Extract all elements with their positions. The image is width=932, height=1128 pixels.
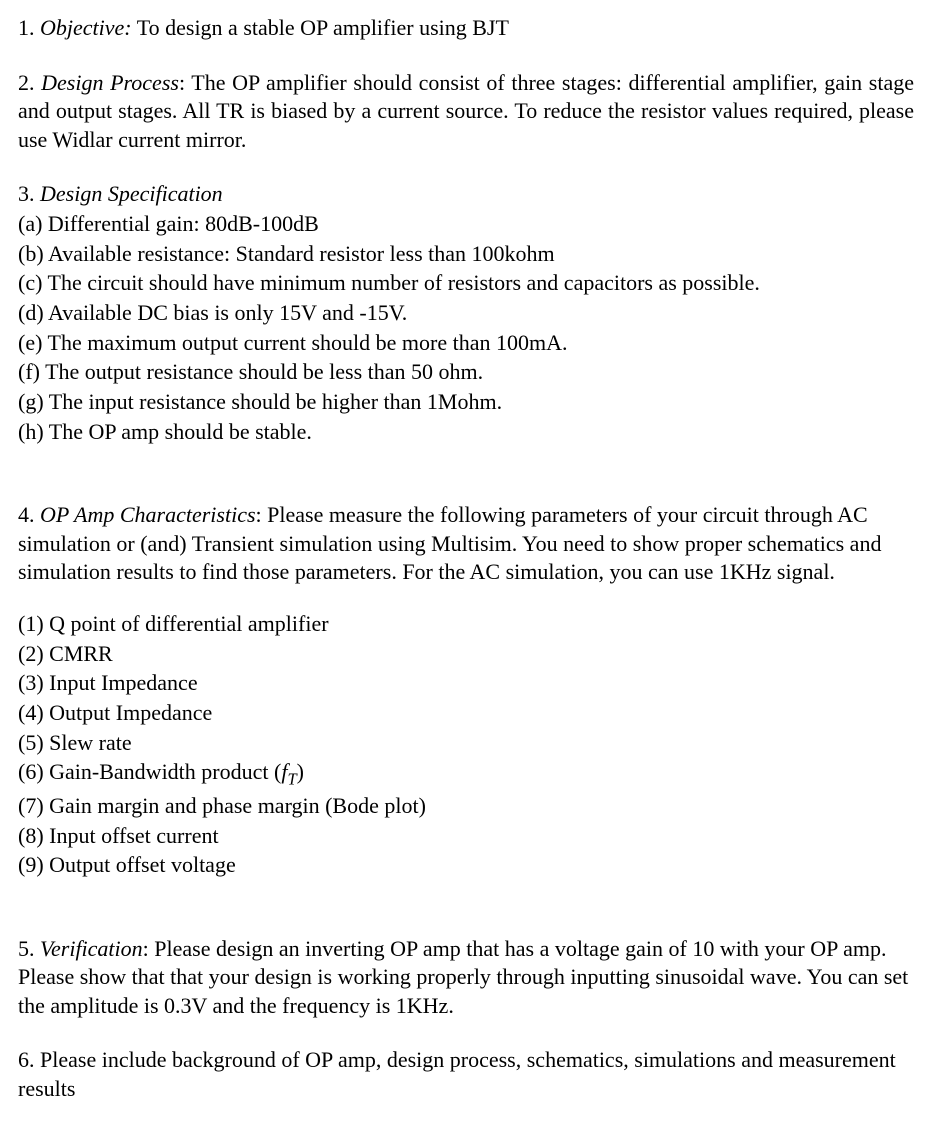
section-label: Design Process [41,70,179,95]
section-label: Objective: [40,15,132,40]
spec-item-h: (h) The OP amp should be stable. [18,417,914,447]
spec-item-e: (e) The maximum output current should be… [18,328,914,358]
verification-paragraph: 5. Verification: Please design an invert… [18,935,914,1021]
section-text: To design a stable OP amplifier using BJ… [132,15,509,40]
section-number: 2. [18,70,41,95]
section-characteristics: 4. OP Amp Characteristics: Please measur… [18,501,914,880]
char6-pre: (6) Gain-Bandwidth product ( [18,759,281,784]
section-label: Verification [40,936,143,961]
section-design-process: 2. Design Process: The OP amplifier shou… [18,69,914,155]
section-number: 4. [18,502,40,527]
char-item-7: (7) Gain margin and phase margin (Bode p… [18,791,914,821]
spec-item-d: (d) Available DC bias is only 15V and -1… [18,298,914,328]
char-item-3: (3) Input Impedance [18,668,914,698]
objective-paragraph: 1. Objective: To design a stable OP ampl… [18,14,914,43]
section-label: OP Amp Characteristics [40,502,256,527]
spec-item-c: (c) The circuit should have minimum numb… [18,268,914,298]
spec-item-g: (g) The input resistance should be highe… [18,387,914,417]
section-objective: 1. Objective: To design a stable OP ampl… [18,14,914,43]
char-item-9: (9) Output offset voltage [18,850,914,880]
section-verification: 5. Verification: Please design an invert… [18,935,914,1021]
section-number: 3. [18,181,40,206]
spec-item-f: (f) The output resistance should be less… [18,357,914,387]
spec-item-b: (b) Available resistance: Standard resis… [18,239,914,269]
design-spec-heading: 3. Design Specification [18,180,914,209]
section-number: 5. [18,936,40,961]
char6-sub: T [287,770,296,789]
section-number: 1. [18,15,40,40]
char-item-5: (5) Slew rate [18,728,914,758]
design-process-paragraph: 2. Design Process: The OP amplifier shou… [18,69,914,155]
include-paragraph: 6. Please include background of OP amp, … [18,1046,914,1103]
section-text: : Please design an inverting OP amp that… [18,936,908,1018]
char-item-1: (1) Q point of differential amplifier [18,609,914,639]
section-design-specification: 3. Design Specification (a) Differential… [18,180,914,446]
section-include: 6. Please include background of OP amp, … [18,1046,914,1103]
char-item-4: (4) Output Impedance [18,698,914,728]
char-item-8: (8) Input offset current [18,821,914,851]
characteristics-paragraph: 4. OP Amp Characteristics: Please measur… [18,501,914,587]
spec-item-a: (a) Differential gain: 80dB-100dB [18,209,914,239]
section-label: Design Specification [40,181,223,206]
char-item-6: (6) Gain-Bandwidth product (fT) [18,757,914,791]
char-item-2: (2) CMRR [18,639,914,669]
char6-post: ) [297,759,304,784]
